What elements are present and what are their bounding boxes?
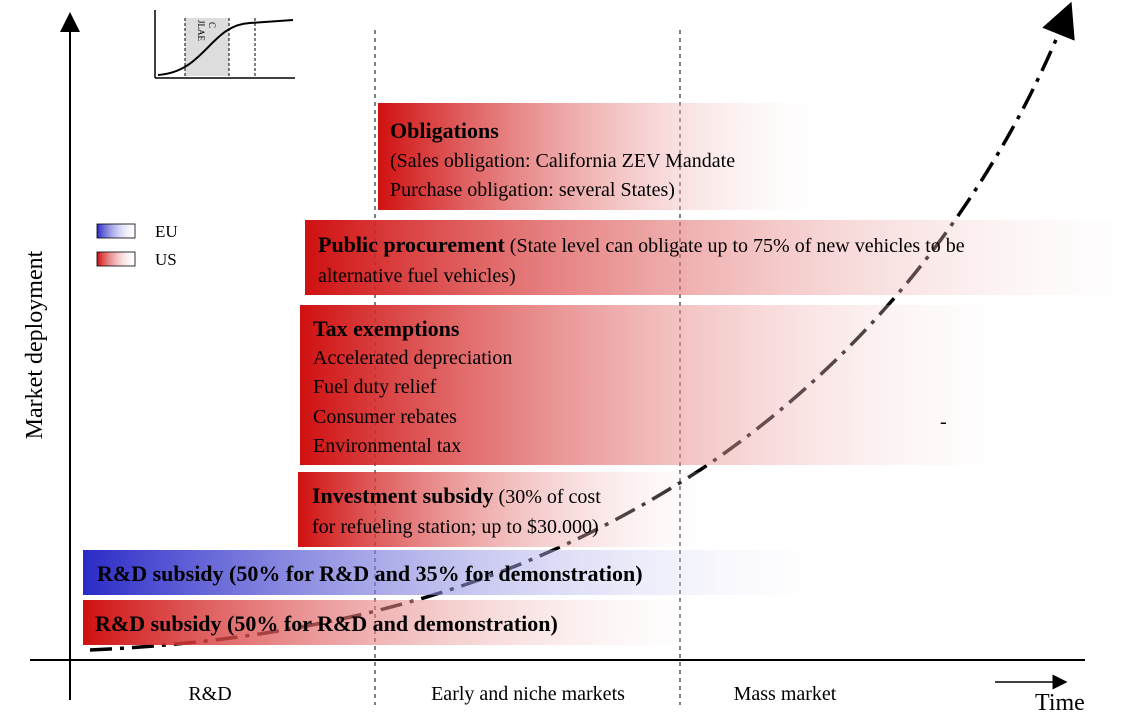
box-title: Public procurement [318,232,505,257]
legend-swatch [96,251,136,267]
policy-box [83,550,823,595]
inset-label: JLAE [196,20,206,41]
legend-label: EU [155,222,178,241]
box-title: Tax exemptions [313,316,460,341]
box-text: for refueling station; up to $30.000) [312,516,599,538]
box-text: (Sales obligation: California ZEV Mandat… [390,150,735,172]
box-text: Investment subsidy (30% of cost [312,483,601,508]
box-text: Public procurement (State level can obli… [318,232,965,257]
box-mark: - [940,411,947,433]
x-axis-label: Time [1035,690,1085,715]
box-text: alternative fuel vehicles) [318,265,516,287]
inset-graph: JLAE C [154,10,295,79]
policy-box [378,103,818,210]
phase-label: R&D [188,683,231,705]
y-axis-label: Market deployment [22,250,48,439]
box-text: Environmental tax [313,435,461,457]
phase-label: Mass market [734,683,837,705]
legend-label: US [155,250,177,269]
policy-box [305,220,1141,295]
policy-box [83,600,703,645]
box-text: Consumer rebates [313,406,457,428]
policy-box [298,472,708,547]
box-title: Obligations [390,118,499,143]
phase-label: Early and niche markets [431,683,625,705]
deployment-curve [89,1,1075,652]
box-text: Fuel duty relief [313,376,437,398]
box-text: (State level can obligate up to 75% of n… [510,235,965,257]
box-title: R&D subsidy (50% for R&D and 35% for dem… [97,561,643,586]
box-title: R&D subsidy (50% for R&D and demonstrati… [95,611,558,636]
box-text: Purchase obligation: several States) [390,179,675,201]
box-text: Accelerated depreciation [313,347,512,369]
box-text: (30% of cost [499,486,602,508]
policy-box [300,305,1010,465]
box-title: Investment subsidy [312,483,494,508]
legend-swatch [96,223,136,239]
inset-label: C [207,22,217,28]
